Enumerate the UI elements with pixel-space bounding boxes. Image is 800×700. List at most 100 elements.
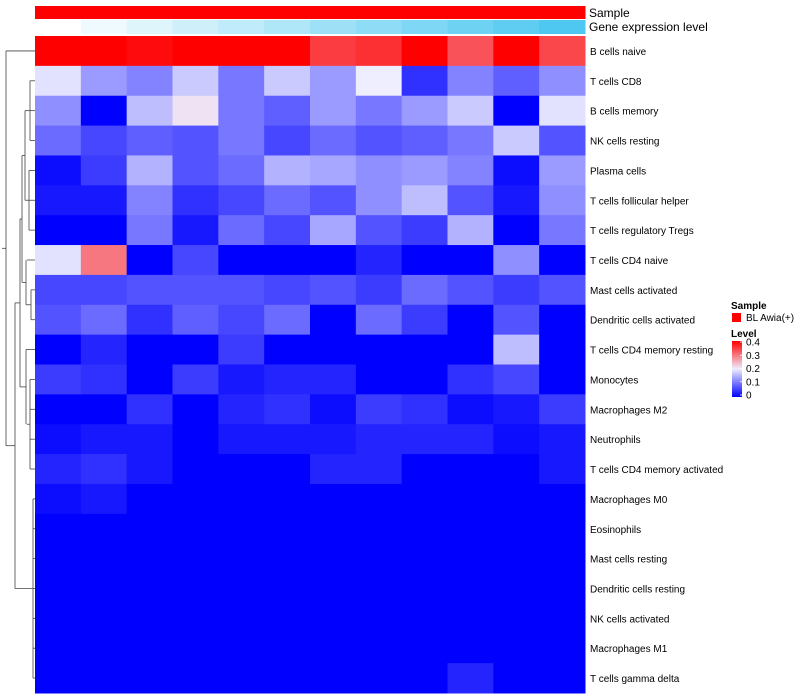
expression-annotation-cell xyxy=(126,20,173,34)
heatmap-cell xyxy=(218,36,265,67)
heatmap-cell xyxy=(310,185,357,216)
row-label: T cells gamma delta xyxy=(590,674,680,685)
sample-annotation-cell xyxy=(80,6,128,19)
heatmap-cell xyxy=(447,543,494,575)
heatmap-cell xyxy=(172,513,219,545)
heatmap-cell xyxy=(310,424,357,455)
heatmap-cell xyxy=(80,483,128,515)
heatmap-cell xyxy=(218,304,265,336)
heatmap-cell xyxy=(218,185,265,216)
heatmap-cell xyxy=(172,95,219,127)
heatmap-cell xyxy=(172,364,219,395)
heatmap-cell xyxy=(539,424,586,455)
heatmap-cell xyxy=(401,573,448,604)
heatmap-cell xyxy=(80,364,128,395)
heatmap-cell xyxy=(539,245,586,276)
heatmap-cell xyxy=(80,424,128,455)
heatmap-cell xyxy=(539,274,586,306)
expression-annotation-cell xyxy=(401,20,448,34)
heatmap-cell xyxy=(493,364,540,395)
heatmap-cell xyxy=(172,245,219,276)
heatmap-cell xyxy=(126,603,173,634)
row-label: Dendritic cells resting xyxy=(590,584,685,595)
heatmap-cell xyxy=(493,633,540,664)
heatmap-cell xyxy=(126,543,173,575)
heatmap-cell xyxy=(264,424,311,455)
heatmap-cell xyxy=(401,215,448,246)
heatmap-cell xyxy=(401,633,448,664)
heatmap-cell xyxy=(355,304,403,336)
legend: Sample BL Awia(+) Level 0 0.1 0.2 0.3 0.4 xyxy=(731,301,794,402)
heatmap-cell xyxy=(493,155,540,186)
heatmap-cell xyxy=(218,603,265,634)
heatmap-cell xyxy=(35,245,82,276)
heatmap-cell xyxy=(447,245,494,276)
heatmap-cell xyxy=(310,394,357,425)
heatmap-cell xyxy=(447,573,494,604)
heatmap-cell xyxy=(80,65,128,97)
heatmap-cell xyxy=(447,125,494,156)
heatmap-cell xyxy=(539,513,586,545)
legend-tick-label: 0.2 xyxy=(746,364,760,375)
heatmap-cell xyxy=(355,215,403,246)
heatmap-cell xyxy=(35,663,82,694)
heatmap-cell xyxy=(401,394,448,425)
heatmap-cell xyxy=(493,274,540,306)
heatmap-cell xyxy=(264,95,311,127)
expression-annotation-cell xyxy=(539,20,586,34)
heatmap-cell xyxy=(539,36,586,67)
heatmap-cell xyxy=(35,573,82,604)
heatmap-cell xyxy=(264,274,311,306)
sample-annotation-cell xyxy=(447,6,494,19)
heatmap-cell xyxy=(310,633,357,664)
heatmap-cell xyxy=(355,274,403,306)
heatmap-cell xyxy=(126,364,173,395)
row-label: T cells CD4 memory resting xyxy=(590,346,713,357)
heatmap-cell xyxy=(447,483,494,515)
heatmap-cell xyxy=(218,483,265,515)
legend-tick-label: 0.3 xyxy=(746,351,760,362)
row-label: Macrophages M1 xyxy=(590,644,668,655)
heatmap-cell xyxy=(80,454,128,485)
sample-annotation-cell xyxy=(172,6,219,19)
heatmap-cell xyxy=(355,603,403,634)
heatmap-cell xyxy=(218,454,265,485)
heatmap-cell xyxy=(172,454,219,485)
row-label: Mast cells activated xyxy=(590,286,677,297)
row-label: B cells memory xyxy=(590,107,658,118)
heatmap-cell xyxy=(264,454,311,485)
heatmap-cell xyxy=(126,334,173,365)
heatmap-cell xyxy=(218,663,265,694)
heatmap-cell xyxy=(401,65,448,97)
row-label: Macrophages M0 xyxy=(590,495,668,506)
heatmap-cell xyxy=(172,424,219,455)
legend-level-title: Level xyxy=(731,329,757,340)
heatmap-cell xyxy=(310,215,357,246)
annotation-labels: Sample Gene expression level xyxy=(589,6,708,34)
heatmap-cell xyxy=(126,424,173,455)
heatmap-cell xyxy=(172,65,219,97)
heatmap-cell xyxy=(355,483,403,515)
heatmap-cell xyxy=(80,274,128,306)
heatmap-cell xyxy=(539,573,586,604)
heatmap-cell xyxy=(539,364,586,395)
heatmap-cell xyxy=(126,454,173,485)
heatmap-cell xyxy=(310,603,357,634)
heatmap-cell xyxy=(401,483,448,515)
heatmap-cell xyxy=(401,185,448,216)
heatmap-cell xyxy=(493,424,540,455)
heatmap-cell xyxy=(539,155,586,186)
heatmap-cell xyxy=(218,424,265,455)
row-label: NK cells activated xyxy=(590,614,669,625)
heatmap-cell xyxy=(355,394,403,425)
heatmap-cell xyxy=(447,95,494,127)
heatmap-cell xyxy=(80,543,128,575)
heatmap-cell xyxy=(126,215,173,246)
heatmap-cell xyxy=(172,155,219,186)
sample-annotation-cell xyxy=(355,6,403,19)
heatmap-cell xyxy=(539,95,586,127)
heatmap-cell xyxy=(493,215,540,246)
heatmap-cell xyxy=(218,334,265,365)
heatmap-cell xyxy=(80,185,128,216)
heatmap-cell xyxy=(355,334,403,365)
